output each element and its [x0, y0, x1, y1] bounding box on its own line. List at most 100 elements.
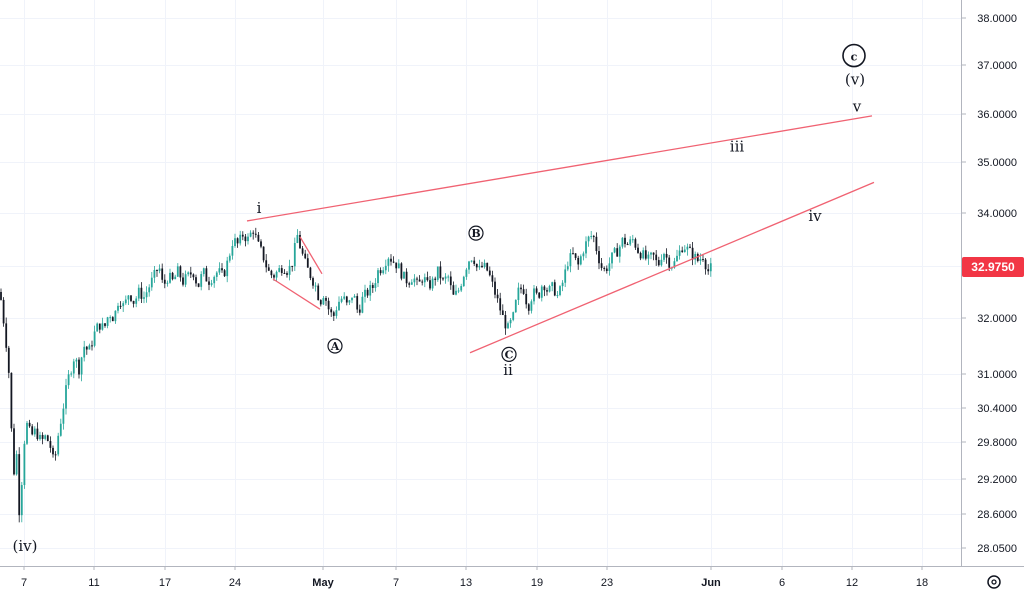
time-axis[interactable]: 7 11 17 24 May 7 13 19 23 Jun 6 12 18 [21, 566, 928, 589]
candle-body [699, 259, 702, 261]
price-axis[interactable]: 38.000037.000036.000035.000034.000033.00… [962, 13, 1017, 555]
candle-body [340, 298, 343, 302]
candle-body [101, 323, 104, 330]
candle-body [96, 323, 99, 332]
candle-body [387, 258, 390, 266]
candle-body [88, 345, 91, 350]
candle-body [496, 294, 499, 299]
upper-channel-line[interactable] [246, 115, 873, 222]
trendline-layer[interactable] [246, 115, 875, 354]
candle-body [296, 234, 299, 244]
candle-body [689, 246, 691, 248]
candle-body [538, 292, 541, 298]
time-tick-label: May [312, 577, 334, 589]
candle-body [184, 274, 187, 285]
candle-body [683, 249, 686, 253]
candle-body [418, 279, 421, 282]
candle-body [104, 323, 106, 326]
price-tick-label: 37.0000 [977, 60, 1017, 72]
candle-body [59, 423, 62, 436]
candle-body [83, 346, 86, 358]
gear-icon[interactable] [987, 575, 1001, 589]
time-tick-label: 13 [460, 577, 472, 589]
last-price-tag: 32.9750 [962, 257, 1024, 277]
time-tick-label: Jun [701, 577, 721, 589]
candle-body [696, 253, 699, 261]
candle-body [494, 281, 496, 295]
candle-body [273, 275, 275, 278]
candle-body [556, 295, 559, 297]
candle-body [366, 289, 369, 296]
candle-body [247, 236, 249, 242]
lower-channel-line[interactable] [469, 181, 875, 354]
candle-body [31, 426, 34, 435]
candle-body [234, 238, 236, 247]
candle-body [293, 243, 296, 267]
candle-body [122, 303, 125, 307]
candle-body [283, 272, 286, 274]
candle-body [681, 250, 684, 253]
candle-body [395, 262, 398, 269]
candle-body [205, 268, 208, 282]
candle-body [317, 285, 320, 301]
candle-body [244, 236, 247, 242]
candle-body [75, 359, 78, 362]
candle-body [280, 268, 283, 273]
time-tick-label: 7 [393, 577, 399, 589]
time-tick-label: 11 [88, 577, 99, 589]
candle-body [416, 278, 418, 280]
abc-line-1[interactable] [272, 278, 321, 310]
time-tick-label: 6 [779, 577, 785, 589]
candle-body [252, 232, 255, 234]
candle-body [676, 255, 678, 262]
candle-body [421, 281, 424, 283]
candle-body [91, 345, 93, 347]
candle-body [543, 286, 546, 291]
candle-body [33, 428, 36, 435]
candle-body [444, 276, 447, 279]
gear-icon-center [991, 579, 997, 585]
candle-body [150, 277, 153, 288]
candle-body [335, 310, 338, 316]
candle-body [491, 275, 494, 282]
candle-body [561, 282, 564, 287]
candle-body [278, 268, 281, 272]
candle-body [626, 244, 629, 246]
candle-body [624, 237, 626, 245]
candle-body [468, 261, 470, 270]
candle-body [592, 236, 595, 238]
candle-body [423, 277, 426, 283]
candle-body [241, 234, 244, 237]
candle-body [509, 319, 512, 324]
candle-body [124, 299, 127, 304]
candle-body [397, 263, 400, 269]
candle-body [72, 361, 75, 374]
abc-line-2[interactable] [299, 236, 323, 275]
candle-body [36, 428, 39, 440]
time-tick-label: 12 [846, 577, 858, 589]
candle-body [26, 422, 28, 444]
candle-body [213, 276, 216, 284]
candle-body [504, 315, 507, 329]
candle-body [384, 265, 387, 271]
candle-body [579, 256, 582, 265]
candle-body [668, 257, 671, 268]
candle-body [585, 241, 587, 254]
candle-body [525, 293, 528, 305]
settings-button[interactable] [987, 575, 1001, 589]
candle-body [629, 239, 632, 245]
candle-body [663, 253, 665, 260]
candle-body [512, 312, 515, 320]
candle-body [621, 237, 624, 247]
candle-body [652, 252, 655, 255]
axis-layer[interactable]: 38.000037.000036.000035.000034.000033.00… [0, 0, 1024, 589]
price-tick-label: 28.0500 [977, 543, 1017, 555]
candle-body [673, 261, 676, 268]
candle-body [356, 296, 359, 310]
candle-body [694, 253, 697, 260]
candle-body [267, 267, 270, 271]
candle-body [559, 286, 561, 296]
